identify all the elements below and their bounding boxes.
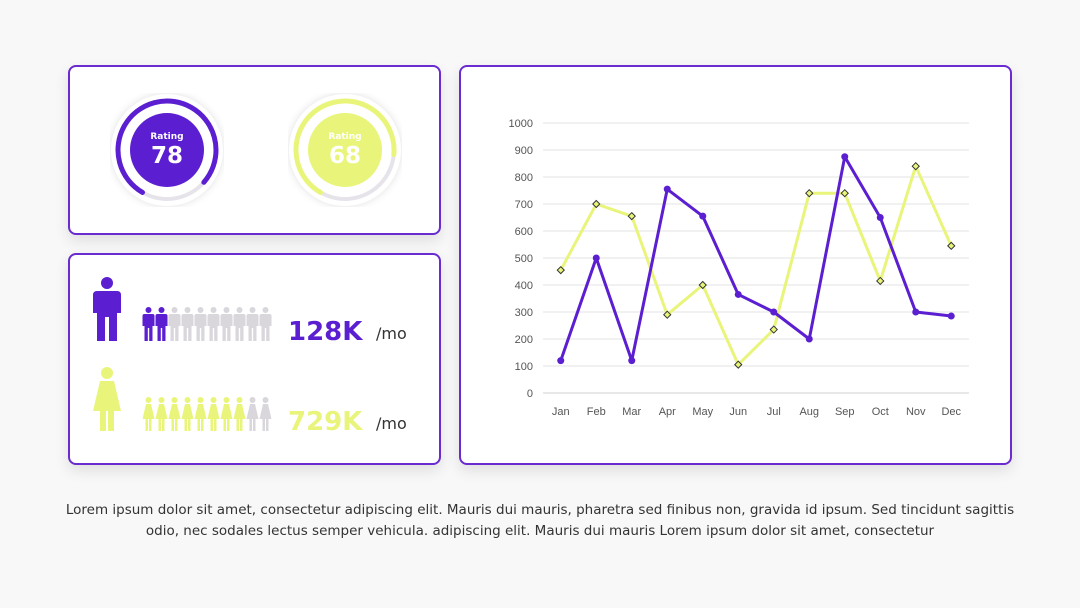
female-users-value: 729K [288,407,363,437]
x-tick-label: Apr [659,406,676,418]
y-tick-label: 600 [515,226,533,238]
female-person-icon [220,397,233,431]
line-chart: 0 100 200 300 400 500 600 700 800 900 1000 Jan Feb Ma… [509,118,969,418]
data-point [840,188,849,198]
male-users-value: 128K [288,317,363,347]
x-tick-label: Mar [622,406,641,418]
y-tick-label: 200 [515,334,533,346]
data-point [876,214,884,221]
gauge-value: 68 [328,143,361,169]
series-line [559,155,952,363]
x-tick-label: May [692,406,713,418]
female-icon [93,367,121,431]
x-tick-label: Oct [872,406,889,418]
x-tick-label: Dec [941,406,961,418]
male-users-unit: /mo [376,324,407,343]
data-point [556,265,565,275]
gauge-center: Rating 78 [130,113,204,187]
data-point [698,280,707,290]
female-person-icon [155,397,168,431]
male-ratio-icons [142,307,272,341]
description-text: Lorem ipsum dolor sit amet, consectetur … [65,502,1015,539]
data-point [947,241,956,251]
x-tick-label: Aug [799,406,819,418]
series-line [559,164,953,367]
rating-gauge-purple: Rating 78 [110,93,224,207]
data-point [699,212,707,220]
female-person-icon [246,397,259,431]
data-point [557,357,565,365]
gauge-center: Rating 68 [308,113,382,187]
data-point [592,199,601,209]
data-point [841,153,849,161]
male-icon [93,277,121,341]
x-tick-label: Feb [587,406,606,418]
y-tick-label: 800 [515,172,533,184]
data-point [734,290,742,298]
data-point [805,335,813,343]
data-point [627,211,636,221]
x-tick-label: Jul [767,406,781,418]
female-person-icon [233,397,246,431]
y-tick-label: 1000 [509,118,533,130]
chart-card: 0 100 200 300 400 500 600 700 800 900 1000 Jan Feb Ma… [459,65,1012,465]
data-point [770,308,778,316]
x-tick-label: Nov [906,406,926,418]
data-point [947,312,955,320]
female-person-icon [194,397,207,431]
male-person-icon [194,307,207,341]
male-person-icon [207,307,220,341]
female-person-icon [181,397,194,431]
data-point [805,188,814,198]
male-person-icon [246,307,259,341]
data-point [663,310,672,319]
male-person-icon [142,307,155,341]
female-person-icon [142,397,155,431]
male-person-icon [155,307,168,341]
gauge-label: Rating [328,132,362,142]
male-person-icon [233,307,246,341]
data-point [592,254,600,262]
y-tick-label: 700 [515,199,533,211]
data-point [911,161,920,171]
y-tick-label: 300 [515,307,533,319]
gauge-fill-arc [115,98,219,202]
data-point [769,325,778,334]
data-point [628,357,636,365]
y-tick-label: 0 [527,388,533,400]
male-person-icon [181,307,194,341]
male-person-icon [168,307,181,341]
y-tick-label: 500 [515,253,533,265]
y-tick-label: 100 [515,361,533,373]
y-tick-label: 900 [515,145,533,157]
data-point [876,276,885,286]
data-point [734,360,743,369]
x-tick-label: Sep [835,406,855,418]
x-tick-label: Jan [552,406,570,418]
rating-gauge-yellow: Rating 68 [288,93,402,207]
ratings-card: Rating 78 Rating 68 [68,65,441,235]
gauge-fill-arc [293,98,397,202]
female-users-unit: /mo [376,414,407,433]
male-person-icon [259,307,272,341]
gauge-value: 78 [150,143,183,169]
female-person-icon [259,397,272,431]
female-ratio-icons [142,397,272,431]
male-person-icon [220,307,233,341]
female-person-icon [207,397,220,431]
y-tick-label: 400 [515,280,533,292]
data-point [912,308,920,316]
gauge-label: Rating [150,132,184,142]
data-point [663,185,671,193]
users-card: 128K /mo 729K /mo [68,253,441,465]
x-tick-label: Jun [729,406,747,418]
female-person-icon [168,397,181,431]
